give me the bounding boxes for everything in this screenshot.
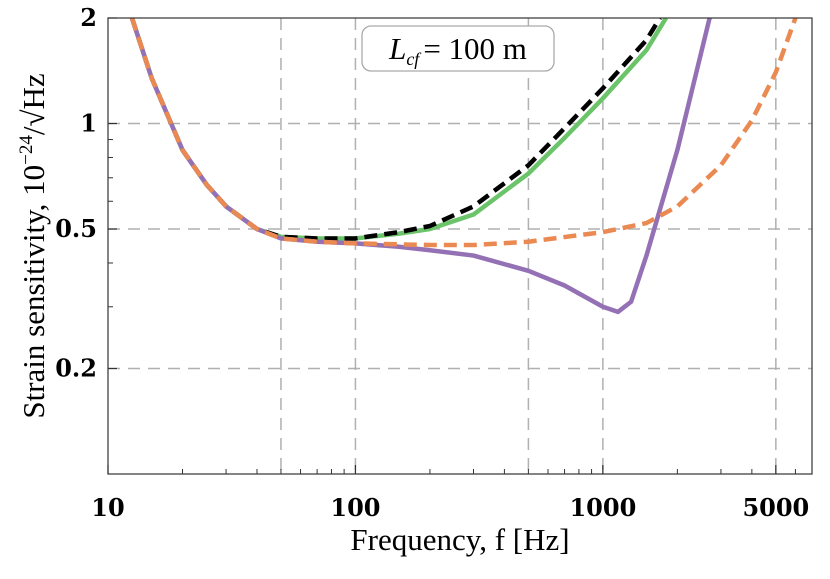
plot-frame — [107, 17, 813, 475]
plot-lines — [129, 18, 798, 315]
x-tick-label: 100 — [330, 493, 380, 522]
y-tick-label: 0.5 — [55, 214, 97, 243]
y-axis-label: Strain sensitivity, 10−24/√Hz — [16, 73, 51, 418]
x-tick-label: 5000 — [742, 493, 809, 522]
y-tick-label: 2 — [80, 3, 97, 32]
series-line — [129, 18, 798, 248]
x-tick-label: 10 — [91, 493, 124, 522]
y-tick-label: 0.2 — [55, 353, 97, 382]
y-label-unit: /√Hz — [16, 73, 51, 135]
annotation-sub: cf — [406, 49, 422, 69]
x-axis-label: Frequency, f [Hz] — [350, 522, 569, 557]
y-label-exp: −24 — [16, 135, 37, 165]
y-tick-label: 1 — [80, 109, 97, 138]
x-tick-label: 1000 — [569, 493, 636, 522]
y-label-text: Strain sensitivity, 10 — [16, 165, 51, 419]
annotation-text: = 100 m — [423, 31, 527, 66]
annotation-box — [361, 25, 555, 72]
annotation: Lcf = 100 m — [388, 31, 527, 69]
annotation-symbol: L — [388, 31, 406, 66]
